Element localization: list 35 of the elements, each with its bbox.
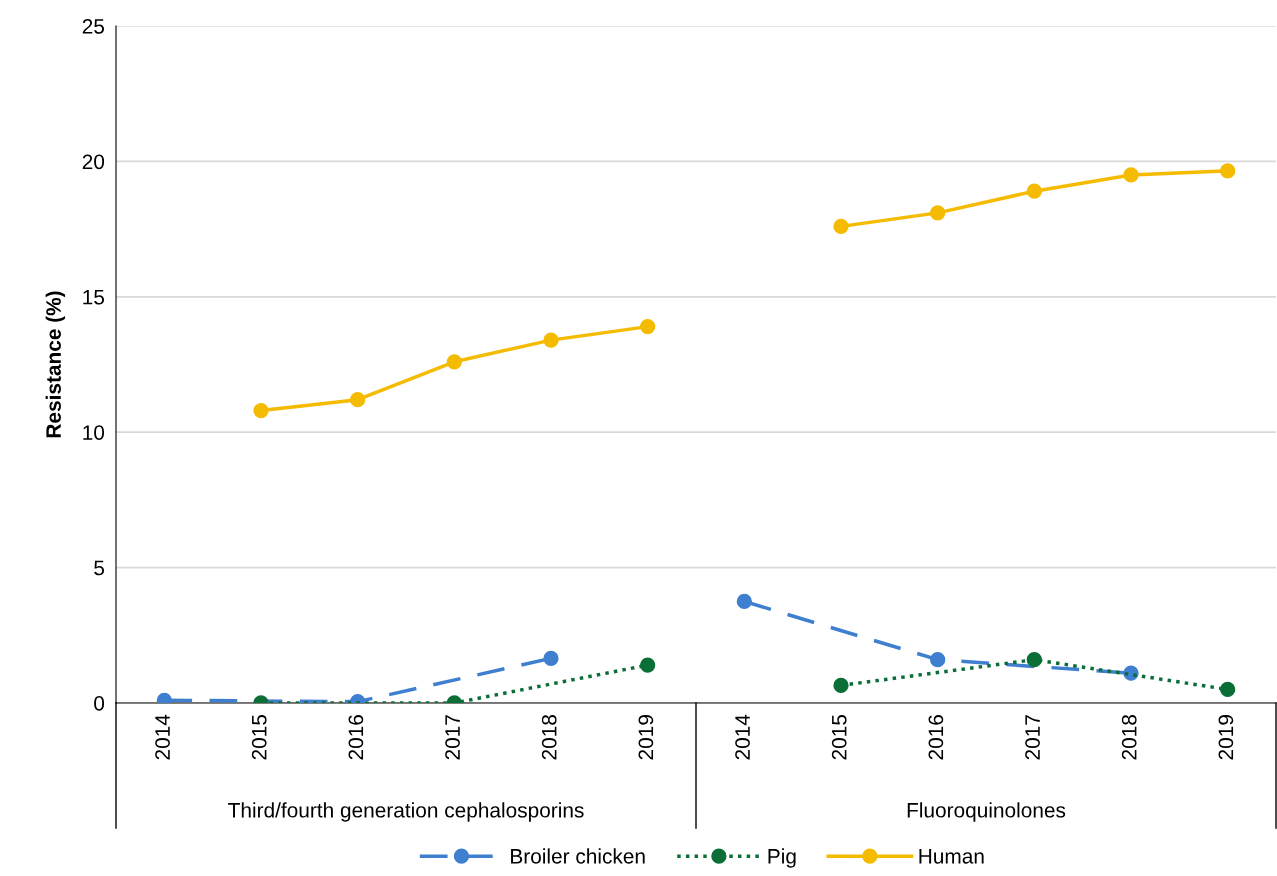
x-tick-label: 2017 — [445, 715, 460, 760]
text: Third/fourth generation cephalosporins — [228, 802, 584, 822]
x-tick-label: 2018 — [541, 715, 557, 760]
point — [1220, 163, 1236, 179]
point — [350, 392, 366, 408]
x-tick-label: 2015 — [251, 714, 267, 760]
point — [930, 205, 946, 221]
x-tick-label: 2014 — [155, 714, 170, 760]
point — [833, 218, 849, 235]
x-tick-label: 2014 — [735, 714, 750, 760]
y-tick-label: 10 — [83, 425, 105, 440]
x-tick-label: 2019 — [1218, 715, 1234, 760]
legend-label: Pig — [768, 848, 796, 868]
legend-label: Human — [919, 849, 984, 864]
point — [1026, 183, 1042, 199]
y-tick-label: 25 — [82, 19, 105, 34]
x-tick-label: 2015 — [831, 714, 847, 760]
x-tick-label: 2019 — [638, 715, 654, 760]
y-tick-label: 15 — [83, 290, 105, 305]
x-tick-label: 2016 — [348, 715, 364, 760]
y-tick-label: 0 — [94, 696, 105, 711]
point — [640, 657, 656, 673]
point — [1123, 167, 1139, 183]
y-axis-title: Resistance (%) — [45, 291, 66, 438]
point — [253, 402, 269, 419]
x-tick-label: 2017 — [1025, 715, 1040, 760]
y-tick-label: 5 — [94, 560, 105, 576]
point — [640, 318, 656, 335]
point — [543, 332, 559, 348]
y-tick-label: 20 — [82, 154, 105, 170]
text: Fluoroquinolones — [907, 802, 1066, 822]
x-tick-label: 2016 — [928, 715, 944, 760]
point — [446, 354, 462, 370]
x-tick-label: 2018 — [1121, 715, 1137, 760]
legend-label: Broiler chicken — [511, 848, 645, 864]
